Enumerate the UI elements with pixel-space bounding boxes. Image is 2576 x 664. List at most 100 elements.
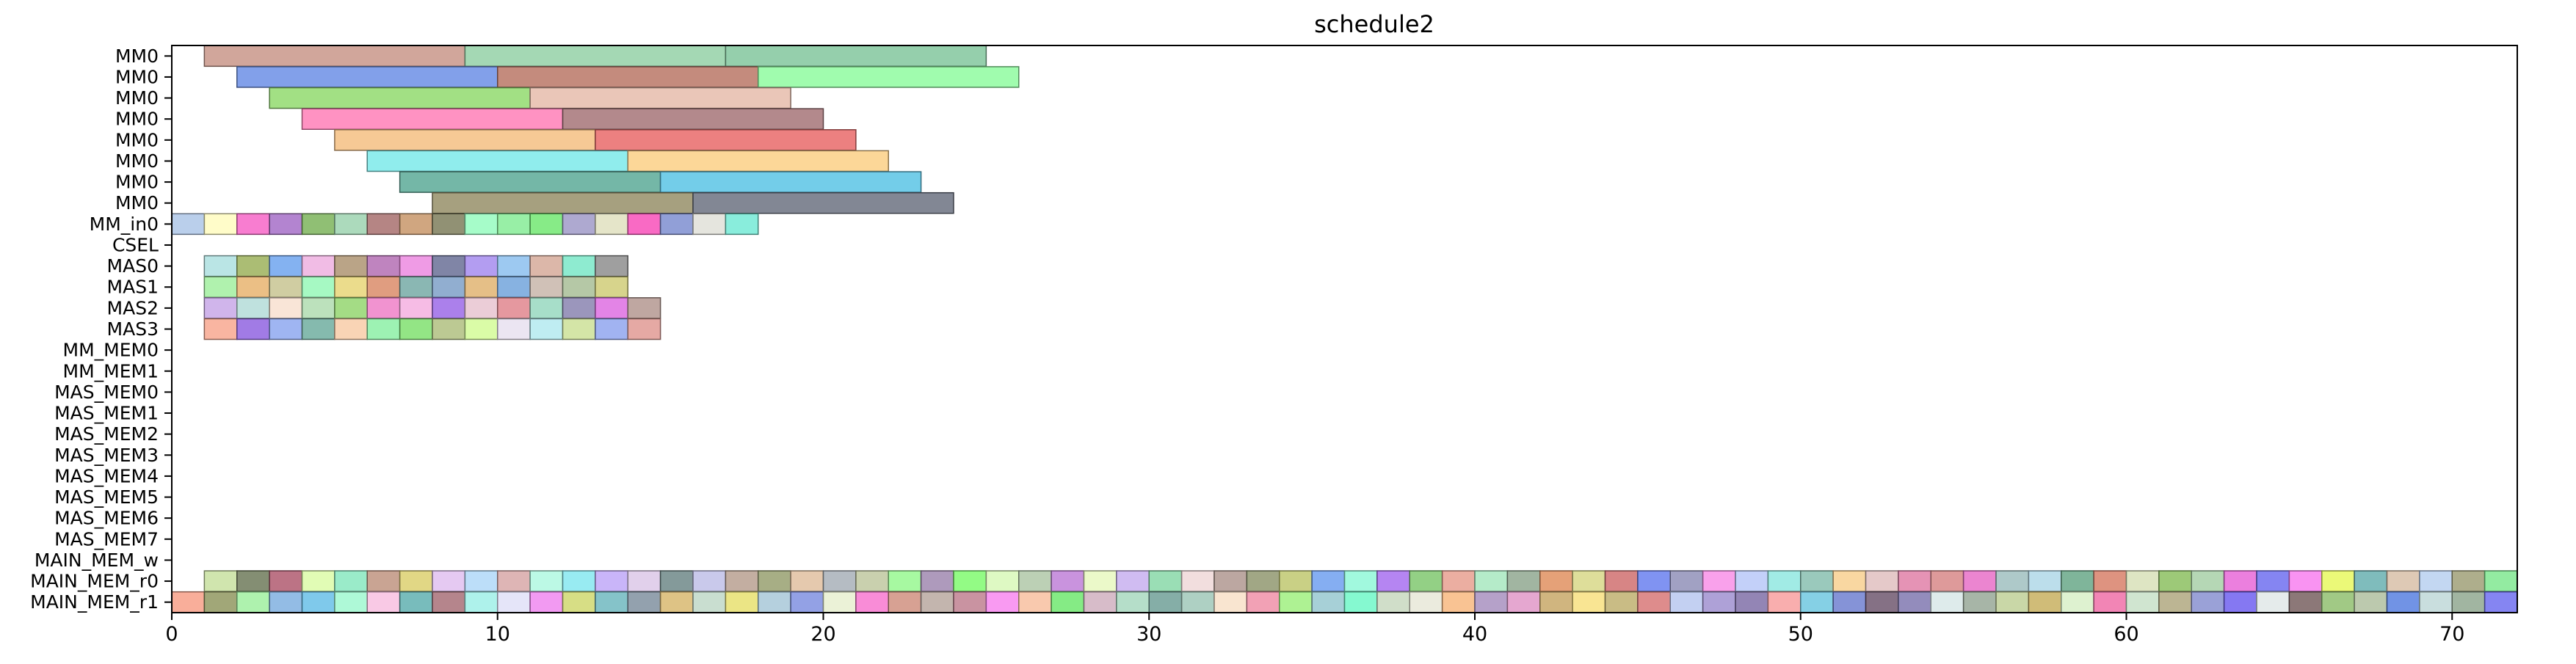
bar-row13-5 xyxy=(366,318,401,340)
bar-row26-35 xyxy=(1311,591,1346,613)
bar-row26-69 xyxy=(2419,591,2453,613)
bar-row26-13 xyxy=(595,591,628,613)
bar-row10-8 xyxy=(464,255,498,277)
bar-row25-41 xyxy=(1539,570,1573,592)
bar-row26-57 xyxy=(2028,591,2062,613)
bar-row13-2 xyxy=(269,318,303,340)
bar-row26-52 xyxy=(1865,591,1899,613)
bar-row26-54 xyxy=(1930,591,1964,613)
bar-row25-45 xyxy=(1669,570,1704,592)
bar-row10-4 xyxy=(334,255,368,277)
bar-row8-3 xyxy=(269,213,303,236)
bar-row12-8 xyxy=(464,297,498,319)
bar-row25-10 xyxy=(529,570,564,592)
bar-row26-70 xyxy=(2451,591,2486,613)
bar-row25-64 xyxy=(2288,570,2323,592)
bar-row26-66 xyxy=(2321,591,2355,613)
bar-row8-17 xyxy=(725,213,759,236)
bar-row26-5 xyxy=(334,591,368,613)
bar-row11-3 xyxy=(301,276,335,299)
bar-row26-11 xyxy=(529,591,564,613)
bar-row26-1 xyxy=(203,591,238,613)
bar-row25-33 xyxy=(1279,570,1313,592)
bars-layer xyxy=(171,45,2518,613)
bar-row1-0 xyxy=(236,66,498,88)
bar-row26-67 xyxy=(2354,591,2388,613)
bar-row25-29 xyxy=(1148,570,1183,592)
bar-row25-11 xyxy=(562,570,596,592)
bar-row11-11 xyxy=(562,276,596,299)
bar-row25-24 xyxy=(985,570,1020,592)
bar-row12-1 xyxy=(236,297,270,319)
y-label-12: MAS2 xyxy=(107,297,159,318)
bar-row12-7 xyxy=(432,297,466,319)
bar-row8-2 xyxy=(236,213,270,236)
bar-row26-24 xyxy=(953,591,987,613)
y-label-4: MM0 xyxy=(115,129,159,150)
bar-row25-61 xyxy=(2191,570,2225,592)
bar-row25-1 xyxy=(236,570,270,592)
bar-row12-5 xyxy=(366,297,401,319)
chart-title: schedule2 xyxy=(1314,10,1434,38)
bar-row25-7 xyxy=(432,570,466,592)
bar-row26-20 xyxy=(822,591,857,613)
bar-row25-3 xyxy=(301,570,335,592)
bar-row1-1 xyxy=(497,66,759,88)
bar-row26-48 xyxy=(1735,591,1769,613)
y-label-1: MM0 xyxy=(115,66,159,87)
bar-row12-2 xyxy=(269,297,303,319)
y-label-20: MAS_MEM4 xyxy=(54,465,159,486)
bar-row26-71 xyxy=(2484,591,2518,613)
bar-row25-37 xyxy=(1409,570,1443,592)
bar-row25-18 xyxy=(790,570,824,592)
bar-row26-30 xyxy=(1148,591,1183,613)
bar-row25-0 xyxy=(203,570,238,592)
bar-row8-0 xyxy=(171,213,206,236)
bar-row5-1 xyxy=(627,150,889,172)
bar-row26-39 xyxy=(1441,591,1476,613)
bar-row26-40 xyxy=(1474,591,1509,613)
bar-row26-50 xyxy=(1800,591,1834,613)
y-label-5: MM0 xyxy=(115,150,159,172)
bar-row11-0 xyxy=(203,276,238,299)
bar-row12-13 xyxy=(627,297,661,319)
bar-row3-0 xyxy=(301,108,564,130)
bar-row13-3 xyxy=(301,318,335,340)
bar-row13-12 xyxy=(595,318,628,340)
bar-row13-10 xyxy=(529,318,564,340)
bar-row10-12 xyxy=(595,255,628,277)
bar-row8-1 xyxy=(203,213,238,236)
bar-row25-51 xyxy=(1865,570,1899,592)
bar-row0-0 xyxy=(203,45,466,68)
bar-row11-1 xyxy=(236,276,270,299)
bar-row25-26 xyxy=(1051,570,1085,592)
bar-row26-8 xyxy=(432,591,466,613)
bar-row10-1 xyxy=(236,255,270,277)
bar-row26-17 xyxy=(725,591,759,613)
bar-row12-0 xyxy=(203,297,238,319)
x-tick-label-7: 70 xyxy=(2439,623,2464,646)
bar-row8-5 xyxy=(334,213,368,236)
bar-row8-14 xyxy=(627,213,661,236)
y-label-10: MAS0 xyxy=(107,255,159,277)
bar-row26-25 xyxy=(985,591,1020,613)
bar-row26-53 xyxy=(1898,591,1931,613)
bar-row25-15 xyxy=(692,570,727,592)
bar-row25-19 xyxy=(822,570,857,592)
bar-row26-45 xyxy=(1637,591,1671,613)
bar-row25-5 xyxy=(366,570,401,592)
y-label-22: MAS_MEM6 xyxy=(54,508,159,529)
bar-row8-7 xyxy=(399,213,433,236)
bar-row25-16 xyxy=(725,570,759,592)
bar-row26-31 xyxy=(1180,591,1215,613)
bar-row26-58 xyxy=(2061,591,2094,613)
bar-row26-2 xyxy=(236,591,270,613)
bar-row25-44 xyxy=(1637,570,1671,592)
bar-row10-3 xyxy=(301,255,335,277)
bar-row26-49 xyxy=(1767,591,1802,613)
bar-row25-28 xyxy=(1116,570,1150,592)
bar-row25-48 xyxy=(1767,570,1802,592)
bar-row25-46 xyxy=(1702,570,1736,592)
bar-row4-0 xyxy=(334,129,596,151)
